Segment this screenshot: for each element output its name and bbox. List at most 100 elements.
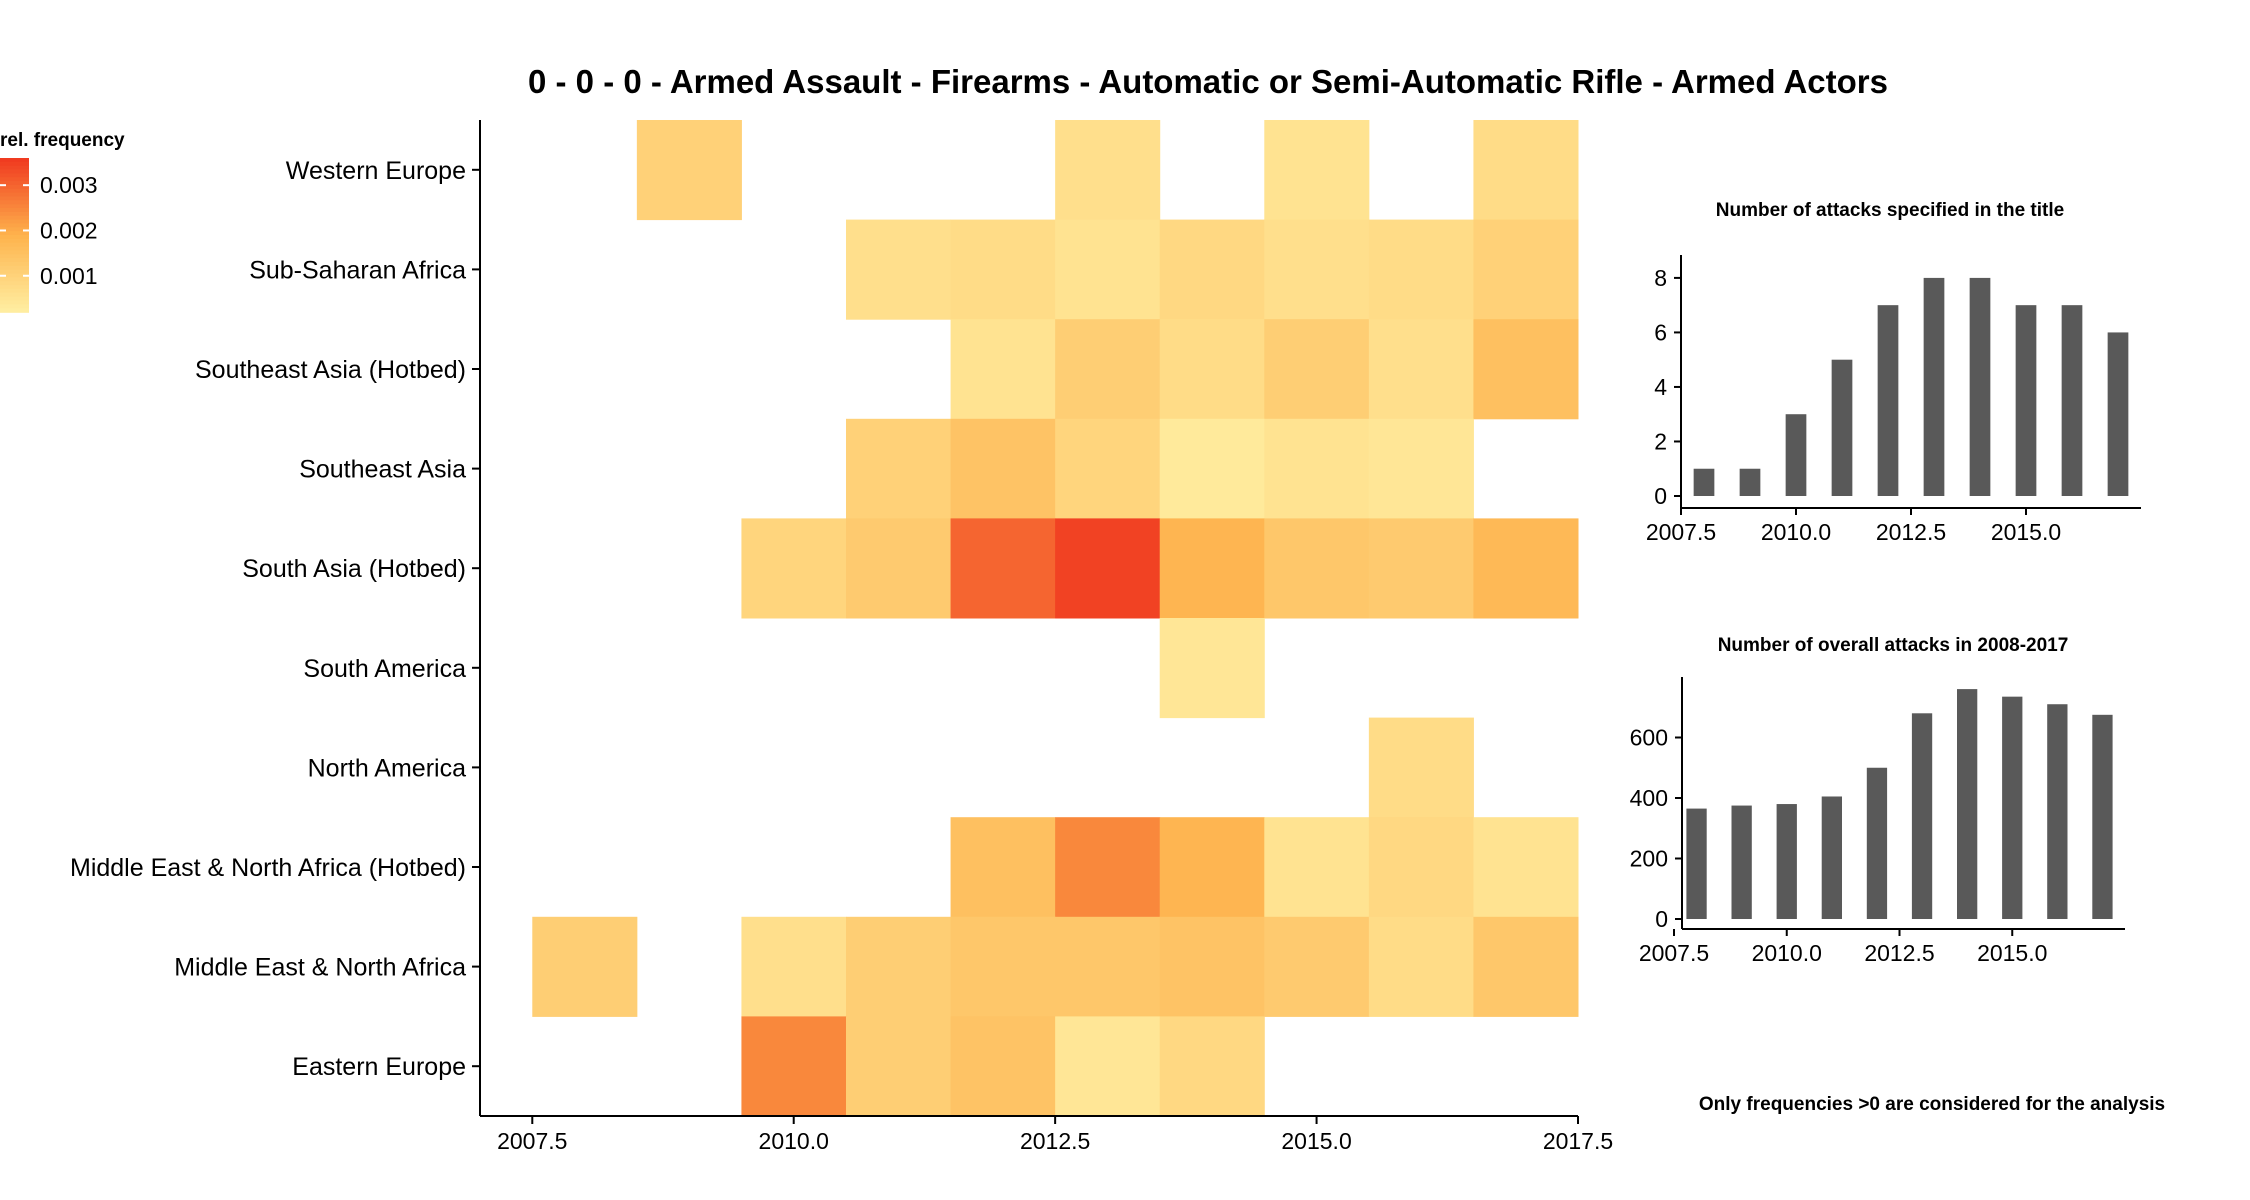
bar bbox=[1821, 796, 1842, 919]
legend-label: 0.002 bbox=[40, 217, 98, 243]
bar bbox=[1785, 414, 1807, 496]
bar-y-label: 0 bbox=[1655, 906, 1668, 932]
bar-y-label: 6 bbox=[1654, 319, 1667, 345]
bar-y-label: 4 bbox=[1654, 374, 1667, 400]
heatmap-cell bbox=[1264, 916, 1370, 1017]
legend-gradient-step bbox=[0, 188, 29, 194]
heatmap-cell bbox=[1055, 518, 1161, 619]
heatmap-cell bbox=[1264, 418, 1370, 519]
legend-gradient-step bbox=[0, 177, 29, 182]
bar bbox=[1911, 713, 1933, 919]
bar-y-label: 400 bbox=[1630, 785, 1668, 811]
heatmap-cell bbox=[1473, 916, 1579, 1017]
legend-gradient-step bbox=[0, 231, 29, 236]
heatmap-cell bbox=[1055, 817, 1161, 918]
bar bbox=[1923, 277, 1945, 496]
heatmap-cell bbox=[846, 219, 952, 320]
bar-y-label: 0 bbox=[1654, 483, 1667, 509]
heatmap-cell bbox=[1368, 518, 1474, 619]
heatmap-cell bbox=[950, 418, 1056, 519]
bar-y-label: 8 bbox=[1654, 265, 1667, 291]
bar-x-label: 2015.0 bbox=[1991, 519, 2061, 545]
heatmap-cell bbox=[1473, 319, 1579, 420]
heatmap-y-label: South America bbox=[303, 655, 466, 683]
legend-gradient-step bbox=[0, 285, 29, 290]
legend-gradient-step bbox=[0, 300, 29, 306]
legend-gradient-step bbox=[0, 238, 29, 244]
heatmap-cell bbox=[950, 916, 1056, 1017]
heatmap-cell bbox=[1473, 219, 1579, 320]
heatmap-y-label: North America bbox=[308, 754, 466, 782]
bar-chart-overall-attacks: Number of overall attacks in 2008-2017 0… bbox=[1630, 635, 2125, 966]
heatmap-x-label: 2012.5 bbox=[1020, 1128, 1090, 1154]
heatmap-cell bbox=[532, 916, 638, 1017]
heatmap-x-label: 2017.5 bbox=[1543, 1128, 1613, 1154]
heatmap-cell bbox=[1368, 219, 1474, 320]
bar-x-label: 2012.5 bbox=[1876, 519, 1946, 545]
heatmap-cell bbox=[1264, 518, 1370, 619]
heatmap-cell bbox=[950, 518, 1056, 619]
heatmap-cell bbox=[1159, 916, 1265, 1017]
bar bbox=[1731, 805, 1752, 919]
heatmap-cell bbox=[1055, 916, 1161, 1017]
legend-label: 0.003 bbox=[40, 172, 98, 198]
heatmap-cell bbox=[1159, 319, 1265, 420]
heatmap-y-label: Sub-Saharan Africa bbox=[249, 256, 466, 284]
heatmap-cell bbox=[846, 418, 952, 519]
bar-x-label: 2015.0 bbox=[1977, 940, 2047, 966]
legend-gradient-step bbox=[0, 304, 29, 309]
legend-gradient-step bbox=[0, 161, 29, 167]
color-legend: rel. frequency 0.003 0.002 0.001 bbox=[0, 130, 125, 313]
heatmap-cell bbox=[741, 916, 847, 1017]
heatmap-cell bbox=[1473, 120, 1579, 221]
heatmap-title: 0 - 0 - 0 - Armed Assault - Firearms - A… bbox=[528, 63, 1888, 100]
bar-y-label: 600 bbox=[1630, 725, 1668, 751]
heatmap-cell bbox=[1055, 319, 1161, 420]
bar-chart-2-title: Number of overall attacks in 2008-2017 bbox=[1718, 635, 2069, 656]
legend-label: 0.001 bbox=[40, 263, 98, 289]
heatmap-y-label: Middle East & North Africa (Hotbed) bbox=[70, 854, 466, 882]
heatmap-cell bbox=[950, 219, 1056, 320]
heatmap-cell bbox=[846, 1016, 952, 1117]
legend-gradient-step bbox=[0, 292, 29, 298]
heatmap-cell bbox=[1368, 817, 1474, 918]
heatmap-cell bbox=[1159, 817, 1265, 918]
legend-gradient-step bbox=[0, 265, 29, 271]
legend-gradient-step bbox=[0, 184, 29, 190]
bar-chart-1-title: Number of attacks specified in the title bbox=[1716, 200, 2064, 221]
legend-gradient-step bbox=[0, 196, 29, 202]
bar bbox=[1957, 689, 1978, 919]
heatmap-cell bbox=[1264, 319, 1370, 420]
bar-chart-attacks-specified: Number of attacks specified in the title… bbox=[1646, 200, 2141, 545]
legend-gradient-step bbox=[0, 208, 29, 213]
bar bbox=[2002, 696, 2023, 919]
heatmap-cell bbox=[846, 916, 952, 1017]
heatmap-y-label: Eastern Europe bbox=[292, 1053, 466, 1081]
legend-gradient-step bbox=[0, 288, 29, 294]
heatmap-cell bbox=[1159, 618, 1265, 719]
legend-gradient-step bbox=[0, 269, 29, 275]
heatmap-cell bbox=[846, 518, 952, 619]
legend-gradient-step bbox=[0, 246, 29, 252]
legend-gradient-step bbox=[0, 169, 29, 175]
bar-x-label: 2012.5 bbox=[1864, 940, 1934, 966]
bar bbox=[1831, 359, 1853, 496]
legend-gradient-step bbox=[0, 211, 29, 217]
legend-gradient-step bbox=[0, 227, 29, 232]
heatmap-cell bbox=[1368, 319, 1474, 420]
legend-title: rel. frequency bbox=[0, 130, 125, 151]
heatmap-cell bbox=[950, 319, 1056, 420]
heatmap-y-label: Middle East & North Africa bbox=[174, 954, 466, 982]
legend-gradient-step bbox=[0, 215, 29, 221]
heatmap-y-label: Southeast Asia (Hotbed) bbox=[195, 356, 466, 384]
bar bbox=[2107, 332, 2129, 496]
bar-x-label: 2010.0 bbox=[1752, 940, 1822, 966]
bar bbox=[1686, 808, 1707, 919]
heatmap-plot: Western Europe Sub-Saharan Africa Southeas… bbox=[70, 120, 1613, 1154]
legend-gradient-step bbox=[0, 254, 29, 259]
legend-gradient-step bbox=[0, 242, 29, 248]
legend-gradient-step bbox=[0, 223, 29, 229]
heatmap-cell bbox=[741, 518, 847, 619]
